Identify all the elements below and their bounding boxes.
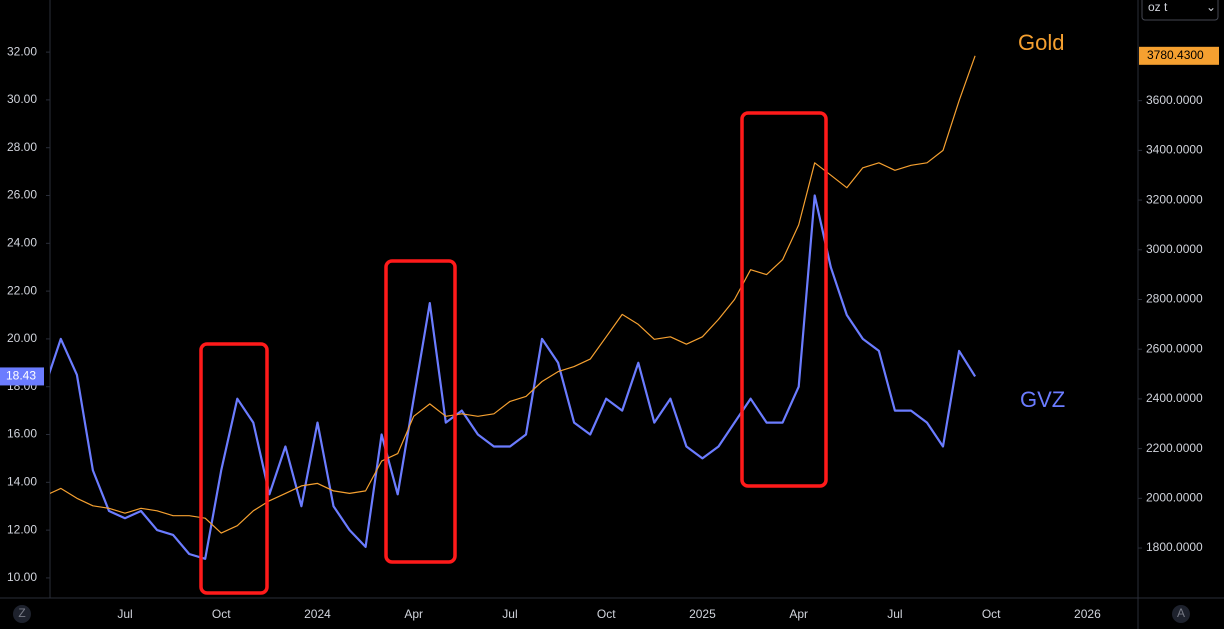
y2-tick-label: 2400.0000 xyxy=(1146,391,1203,405)
x-tick-label: Jul xyxy=(887,607,902,621)
y2-tick-label: 3400.0000 xyxy=(1146,143,1203,157)
y2-tick-label: 3200.0000 xyxy=(1146,192,1203,206)
last-value-badge xyxy=(0,367,44,386)
highlight-box xyxy=(199,342,269,595)
y-tick-label: 14.00 xyxy=(7,474,37,488)
y2-tick-label: 2000.0000 xyxy=(1146,491,1203,505)
y-tick-label: 10.00 xyxy=(7,570,37,584)
highlight-box xyxy=(384,259,457,564)
y2-tick-label: 3000.0000 xyxy=(1146,242,1203,256)
x-tick-label: 2025 xyxy=(689,607,716,621)
x-tick-label: Apr xyxy=(404,607,423,621)
y2-tick-label: 2600.0000 xyxy=(1146,341,1203,355)
y2-tick-label: 3600.0000 xyxy=(1146,93,1203,107)
right-button-label[interactable]: A xyxy=(1177,606,1185,620)
last-value-label: 3780.4300 xyxy=(1147,48,1204,62)
y-tick-label: 12.00 xyxy=(7,522,37,536)
y-tick-label: 28.00 xyxy=(7,140,37,154)
y-tick-label: 16.00 xyxy=(7,427,37,441)
x-tick-label: Jul xyxy=(117,607,132,621)
left-button[interactable] xyxy=(13,605,31,623)
x-tick-label: Oct xyxy=(982,607,1001,621)
y-tick-label: 26.00 xyxy=(7,188,37,202)
y2-tick-label: 2200.0000 xyxy=(1146,441,1203,455)
series-name: Gold xyxy=(1018,30,1064,55)
y-tick-label: 22.00 xyxy=(7,283,37,297)
last-value-badge xyxy=(1139,46,1219,65)
y-tick-label: 30.00 xyxy=(7,92,37,106)
y2-tick-label: 2800.0000 xyxy=(1146,292,1203,306)
x-tick-label: 2026 xyxy=(1074,607,1101,621)
y-tick-label: 32.00 xyxy=(7,44,37,58)
y2-tick-label: 1800.0000 xyxy=(1146,540,1203,554)
y-tick-label: 24.00 xyxy=(7,235,37,249)
last-value-label: 18.43 xyxy=(6,369,36,383)
series-line xyxy=(50,194,977,560)
unit-arrow: ⌄ xyxy=(1206,0,1216,14)
left-button-label[interactable]: Z xyxy=(18,606,25,620)
y-tick-label: 20.00 xyxy=(7,331,37,345)
x-tick-label: Oct xyxy=(597,607,616,621)
unit-label[interactable]: oz t xyxy=(1148,0,1168,14)
x-tick-label: Apr xyxy=(789,607,808,621)
x-tick-label: Jul xyxy=(502,607,517,621)
plot-area xyxy=(50,55,977,560)
unit-selector[interactable] xyxy=(1141,0,1219,21)
highlight-box xyxy=(740,111,828,488)
series-line xyxy=(50,55,976,534)
right-button[interactable] xyxy=(1172,605,1190,623)
series-name: GVZ xyxy=(1020,387,1065,412)
x-tick-label: 2024 xyxy=(304,607,331,621)
x-tick-label: Oct xyxy=(212,607,231,621)
